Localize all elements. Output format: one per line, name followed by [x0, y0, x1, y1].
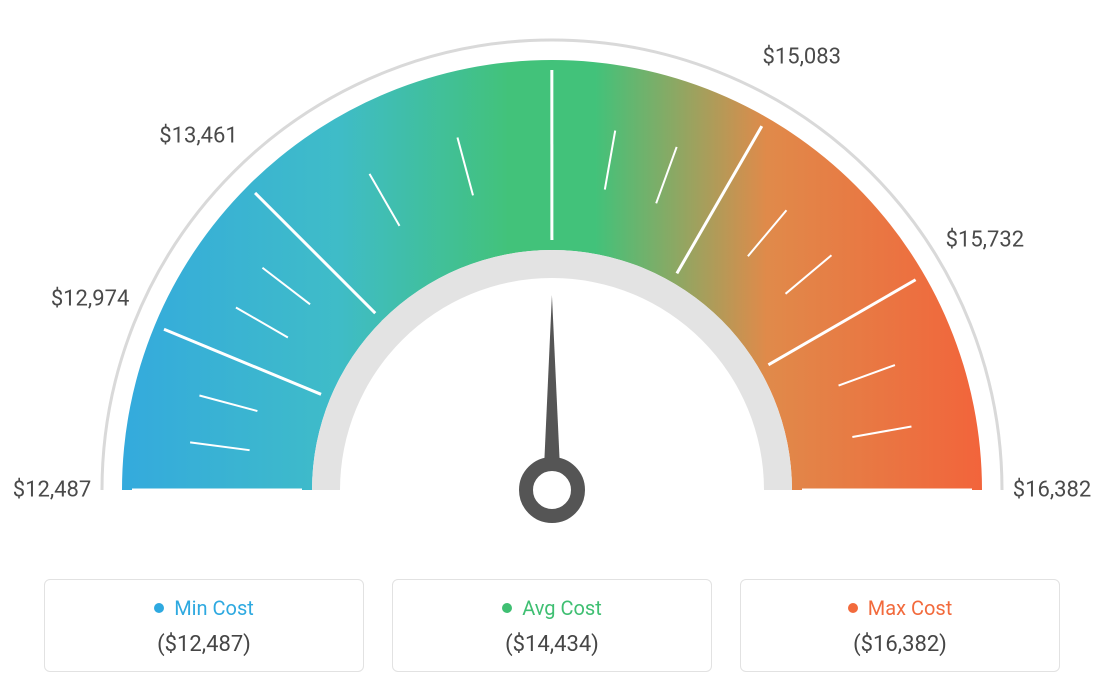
legend-card-max: Max Cost ($16,382)	[740, 579, 1060, 672]
legend-title-avg: Avg Cost	[522, 596, 602, 620]
gauge-tick-label: $15,083	[763, 44, 842, 69]
legend-value-avg: ($14,434)	[393, 632, 711, 657]
gauge-tick-label: $12,974	[51, 286, 130, 311]
legend-dot-max	[848, 603, 858, 613]
legend-value-max: ($16,382)	[741, 632, 1059, 657]
legend-title-row: Min Cost	[45, 596, 363, 620]
legend-value-min: ($12,487)	[45, 632, 363, 657]
gauge-tick-label: $16,382	[1013, 478, 1092, 503]
legend-card-avg: Avg Cost ($14,434)	[392, 579, 712, 672]
gauge-tick-label: $15,732	[946, 227, 1025, 252]
gauge-tick-label: $14,434	[513, 0, 592, 3]
legend-dot-min	[154, 603, 164, 613]
legend-card-min: Min Cost ($12,487)	[44, 579, 364, 672]
legend-title-max: Max Cost	[868, 596, 953, 620]
legend-title-row: Avg Cost	[393, 596, 711, 620]
gauge-tick-label: $13,461	[159, 124, 238, 149]
gauge-chart: $12,487 $12,974 $13,461 $14,434 $15,083 $15,7…	[0, 0, 1104, 540]
legend-row: Min Cost ($12,487) Avg Cost ($14,434) Ma…	[0, 579, 1104, 672]
gauge-tick-label: $12,487	[13, 478, 92, 503]
legend-dot-avg	[502, 603, 512, 613]
legend-title-row: Max Cost	[741, 596, 1059, 620]
legend-title-min: Min Cost	[174, 596, 254, 620]
gauge-svg	[0, 0, 1104, 540]
